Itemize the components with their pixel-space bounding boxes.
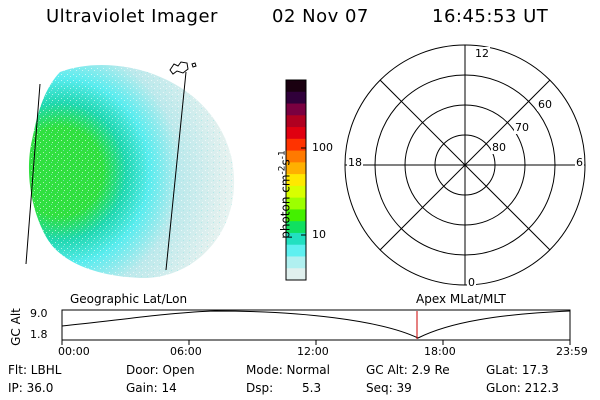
glat-info: GLat: 17.3: [486, 363, 549, 377]
gain-info: Gain: 14: [126, 381, 177, 395]
colorbar-band: [286, 80, 306, 93]
colorbar-band: [286, 185, 306, 199]
orbit-altitude-curve: [61, 310, 571, 339]
instrument-title: Ultraviolet Imager: [46, 6, 218, 27]
colorbar-band: [286, 91, 306, 105]
dsp-label: Dsp:: [246, 381, 274, 395]
mlt-label-6: 6: [575, 156, 584, 169]
x-tick-2359: 23:59: [556, 345, 588, 358]
colorbar-band: [286, 150, 306, 163]
colorbar-band: [286, 103, 306, 116]
x-tick-1800: 18:00: [424, 345, 456, 358]
timeline-right-title: Apex MLat/MLT: [416, 292, 506, 306]
colorbar-band: [286, 115, 306, 128]
colorbar-band: [286, 197, 306, 210]
colorbar-band: [286, 221, 306, 234]
lat-label-80: 80: [491, 141, 507, 154]
mlt-label-0: 0: [467, 276, 476, 289]
ip-info: IP: 36.0: [8, 381, 54, 395]
x-tick-0000: 00:00: [58, 345, 90, 358]
image-time: 16:45:53 UT: [432, 6, 549, 27]
timeline-left-title: Geographic Lat/Lon: [70, 292, 188, 306]
colorbar-band: [286, 256, 306, 269]
mlt-label-18: 18: [347, 156, 363, 169]
dsp-value: 5.3: [302, 381, 322, 395]
timeline-y-max: 9.0: [30, 307, 48, 320]
image-date: 02 Nov 07: [272, 6, 369, 27]
x-tick-1200: 12:00: [297, 345, 329, 358]
terminator-right: [165, 71, 187, 271]
colorbar-band: [286, 127, 306, 140]
filter-info: Flt: LBHL: [8, 363, 62, 377]
colorbar-band: [286, 209, 306, 222]
seq-info: Seq: 39: [366, 381, 412, 395]
colorbar-band: [286, 268, 306, 281]
gc-alt-info: GC Alt: 2.9 Re: [366, 363, 450, 377]
colorbar-tick-10: 10: [312, 228, 326, 241]
mlt-label-12: 12: [474, 47, 490, 60]
coastline: [169, 61, 197, 75]
terminator-left: [25, 83, 41, 265]
colorbar-band: [286, 174, 306, 187]
lat-label-70: 70: [514, 121, 530, 134]
colorbar-band: [286, 244, 306, 257]
x-tick-0600: 06:00: [170, 345, 202, 358]
glon-info: GLon: 212.3: [486, 381, 559, 395]
colorbar-band: [286, 232, 306, 246]
mode-info: Mode: Normal: [246, 363, 330, 377]
door-info: Door: Open: [126, 363, 195, 377]
lat-label-60: 60: [537, 98, 553, 111]
timeline-y-min: 1.8: [30, 328, 48, 341]
colorbar-band: [286, 162, 306, 175]
colorbar-tick-100: 100: [312, 141, 333, 154]
